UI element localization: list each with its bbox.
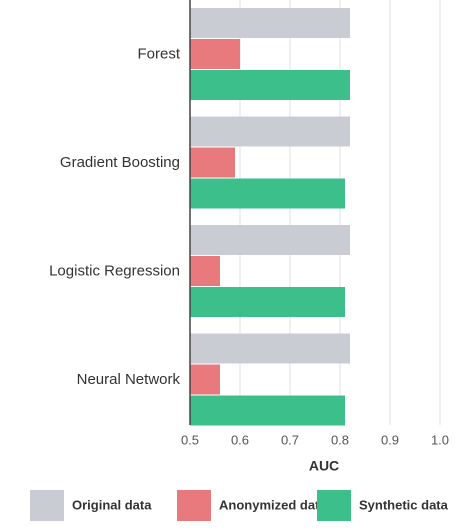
x-tick-label: 0.6 xyxy=(231,432,249,447)
x-tick-label: 0.5 xyxy=(181,432,199,447)
x-tick-label: 1.0 xyxy=(431,432,449,447)
legend-label: Original data xyxy=(72,497,152,512)
bar xyxy=(190,178,345,209)
x-tick-label: 0.7 xyxy=(281,432,299,447)
bar xyxy=(190,8,350,38)
bar xyxy=(190,225,350,255)
legend-label: Anonymized data xyxy=(219,497,327,512)
x-tick-label: 0.8 xyxy=(331,432,349,447)
y-tick-label: Gradient Boosting xyxy=(60,154,180,171)
legend-swatch xyxy=(30,490,64,521)
bar xyxy=(190,147,235,178)
bar xyxy=(190,39,240,69)
y-tick-label: Forest xyxy=(137,45,180,62)
bar xyxy=(190,116,350,147)
bar xyxy=(190,70,350,100)
bar xyxy=(190,333,350,364)
x-tick-label: 0.9 xyxy=(381,432,399,447)
legend-swatch xyxy=(177,490,211,521)
legend-label: Synthetic data xyxy=(359,497,449,512)
y-tick-label: Neural Network xyxy=(77,371,181,388)
bar xyxy=(190,287,345,317)
legend-swatch xyxy=(317,490,351,521)
x-axis-label: AUC xyxy=(309,458,339,474)
y-tick-label: Logistic Regression xyxy=(49,262,180,279)
bar xyxy=(190,395,345,426)
bar xyxy=(190,256,220,286)
bar xyxy=(190,364,220,395)
